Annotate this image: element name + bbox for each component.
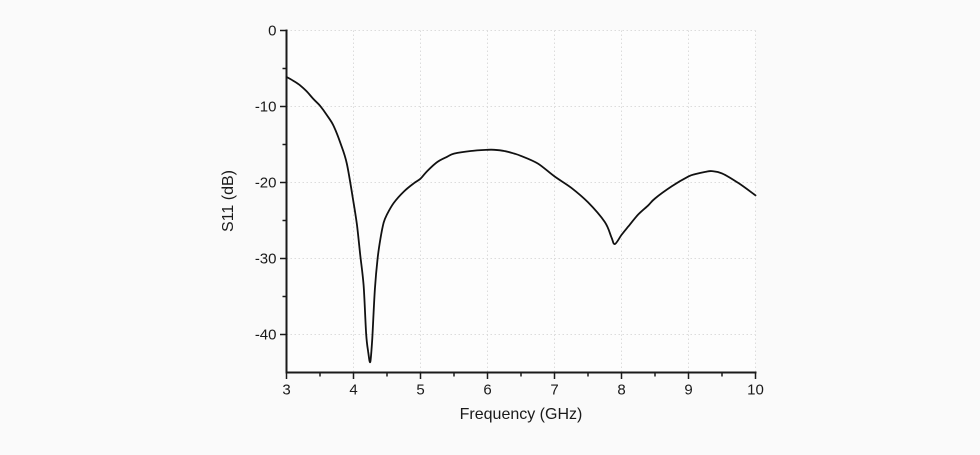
x-tick-label: 9 [684, 382, 692, 399]
x-tick-label: 10 [747, 382, 764, 399]
y-axis-title: S11 (dB) [220, 170, 237, 232]
x-tick-label: 8 [617, 382, 625, 399]
x-tick-label: 7 [550, 382, 558, 399]
x-axis-title: Frequency (GHz) [459, 406, 583, 423]
y-tick-label: 0 [268, 23, 276, 40]
x-tick-label: 4 [349, 382, 357, 399]
x-tick-label: 5 [416, 382, 424, 399]
x-tick-label: 3 [282, 382, 290, 399]
x-tick-label: 6 [483, 382, 491, 399]
plot-area [286, 30, 756, 373]
s11-curve [285, 76, 757, 364]
y-tick-label: -20 [255, 175, 277, 192]
y-tick-label: -30 [255, 251, 277, 268]
y-tick-label: -10 [255, 99, 277, 116]
y-tick-label: -40 [255, 327, 277, 344]
